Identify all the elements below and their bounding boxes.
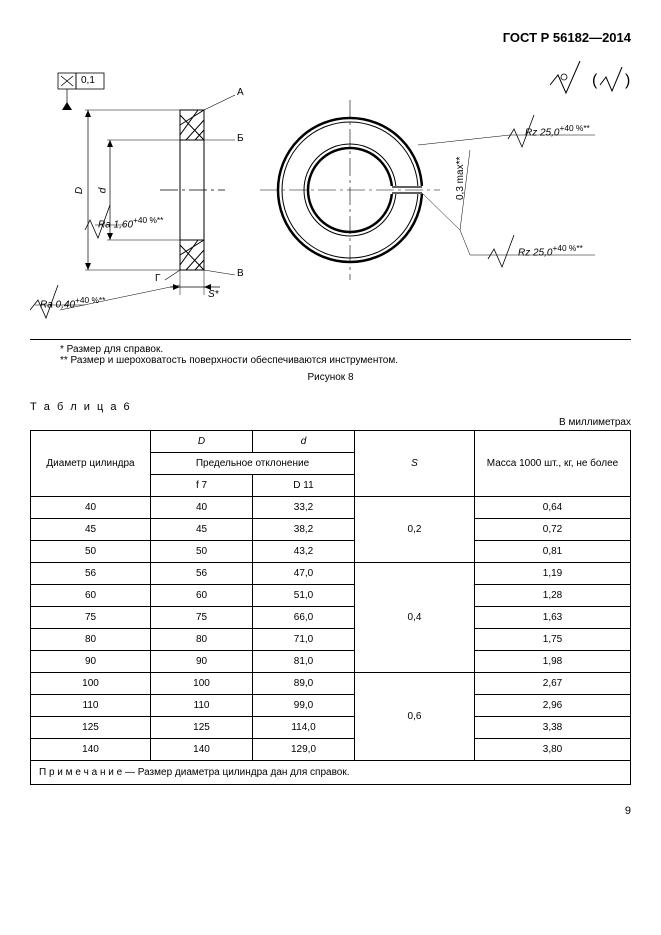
svg-text:): ) [625,72,630,89]
table-cell-S: 0,6 [355,673,475,761]
dim-gap: 0,3 max** [455,157,466,200]
leader-G: Г [155,273,160,284]
table-cell: 129,0 [253,739,355,761]
table-cell-mass: 0,72 [475,519,631,541]
dim-d: d [97,188,108,194]
table-row: 140140129,03,80 [31,739,631,761]
table-row: 505043,20,81 [31,541,631,563]
drawing-svg: ( ) [30,55,631,335]
table-cell-mass: 0,64 [475,497,631,519]
table-cell-mass: 1,75 [475,629,631,651]
table-cell: 45 [151,519,253,541]
table-cell: 89,0 [253,673,355,695]
table-cell: 33,2 [253,497,355,519]
table-row: 10010089,00,62,67 [31,673,631,695]
ra-2: Ra 0,40+40 %** [40,295,105,310]
table-cell: 99,0 [253,695,355,717]
table-cell: 66,0 [253,607,355,629]
table-cell-mass: 1,63 [475,607,631,629]
table-row: 808071,01,75 [31,629,631,651]
th-mass: Масса 1000 шт., кг, не более [475,431,631,497]
page-number: 9 [30,805,631,817]
th-deviation: Предельное отклонение [151,453,355,475]
ra-1: Ra 1,60+40 %** [98,215,163,230]
document-header: ГОСТ Р 56182—2014 [30,30,631,45]
table-cell: 80 [31,629,151,651]
rz-2: Rz 25,0+40 %** [518,243,583,258]
table-cell-mass: 2,96 [475,695,631,717]
table-cell: 40 [151,497,253,519]
table-cell: 47,0 [253,563,355,585]
table-label: Т а б л и ц а 6 [30,401,631,413]
leader-A: А [237,87,244,98]
table-cell: 80 [151,629,253,651]
data-table: Диаметр цилиндра D d S Масса 1000 шт., к… [30,430,631,785]
table-row: 125125114,03,38 [31,717,631,739]
figure-caption: Рисунок 8 [30,372,631,383]
footnote-2: ** Размер и шероховатость поверхности об… [60,355,631,366]
table-cell: 45 [31,519,151,541]
table-note: П р и м е ч а н и е — Размер диаметра ци… [31,761,631,785]
table-cell-S: 0,2 [355,497,475,563]
table-cell: 75 [151,607,253,629]
technical-drawing: ( ) 0,1 D d S* А Б В Г Ra 1,60+40 %** Ra… [30,55,631,335]
svg-text:(: ( [592,72,598,89]
table-cell-mass: 2,67 [475,673,631,695]
table-cell-mass: 0,81 [475,541,631,563]
table-cell: 81,0 [253,651,355,673]
table-row: 909081,01,98 [31,651,631,673]
table-cell: 114,0 [253,717,355,739]
table-cell: 40 [31,497,151,519]
table-row: 757566,01,63 [31,607,631,629]
leader-B: Б [237,133,244,144]
th-D: D [151,431,253,453]
dim-D: D [74,187,85,194]
dim-S: S* [208,289,219,300]
table-row: 454538,20,72 [31,519,631,541]
table-cell: 90 [31,651,151,673]
table-cell: 50 [31,541,151,563]
th-f7: f 7 [151,475,253,497]
table-row: 404033,20,20,64 [31,497,631,519]
table-cell: 60 [31,585,151,607]
table-cell-mass: 1,28 [475,585,631,607]
table-cell: 50 [151,541,253,563]
table-cell: 60 [151,585,253,607]
table-cell: 56 [151,563,253,585]
rz-1: Rz 25,0+40 %** [525,123,590,138]
table-row: 11011099,02,96 [31,695,631,717]
table-units: В миллиметрах [30,417,631,428]
leader-V: В [237,268,244,279]
table-cell: 75 [31,607,151,629]
table-row: 565647,00,41,19 [31,563,631,585]
footnotes: * Размер для справок. ** Размер и шерохо… [30,339,631,366]
table-cell: 38,2 [253,519,355,541]
th-S: S [355,431,475,497]
footnote-1: * Размер для справок. [60,344,631,355]
table-cell: 51,0 [253,585,355,607]
table-cell: 56 [31,563,151,585]
table-row: 606051,01,28 [31,585,631,607]
table-cell-mass: 3,80 [475,739,631,761]
th-d: d [253,431,355,453]
table-cell: 125 [31,717,151,739]
table-cell: 43,2 [253,541,355,563]
table-cell-mass: 1,98 [475,651,631,673]
table-cell: 110 [151,695,253,717]
table-cell: 125 [151,717,253,739]
table-cell-mass: 3,38 [475,717,631,739]
table-cell: 100 [151,673,253,695]
table-cell-S: 0,4 [355,563,475,673]
table-cell: 100 [31,673,151,695]
th-diameter: Диаметр цилиндра [31,431,151,497]
table-cell: 140 [31,739,151,761]
table-cell: 71,0 [253,629,355,651]
table-cell-mass: 1,19 [475,563,631,585]
tolerance-value: 0,1 [81,75,95,86]
table-cell: 140 [151,739,253,761]
th-D11: D 11 [253,475,355,497]
table-cell: 90 [151,651,253,673]
table-cell: 110 [31,695,151,717]
